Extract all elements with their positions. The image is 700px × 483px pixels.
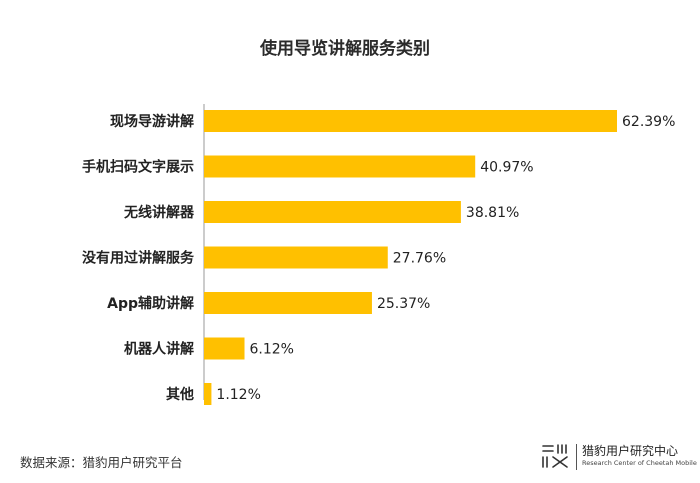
brand-subtitle: Research Center of Cheetah Mobile [582, 459, 697, 467]
bar-1 [204, 155, 476, 178]
bar-0 [204, 110, 617, 132]
bars-group: 现场导游讲解 62.39% 手机扫码文字展示 40.97% 无线讲解器 38.81% 没有用… [82, 110, 675, 405]
value-label-1: 40.97% [480, 160, 533, 176]
bar-6 [204, 383, 212, 405]
bar-2 [204, 201, 461, 223]
brand-logo: 猎豹用户研究中心 Research Center of Cheetah Mobi… [540, 440, 697, 474]
value-label-6: 1.12% [216, 387, 260, 403]
category-label-6: 其他 [166, 386, 194, 403]
value-label-2: 38.81% [466, 205, 519, 221]
category-label-3: 没有用过讲解服务 [82, 250, 195, 267]
category-label-2: 无线讲解器 [123, 204, 195, 221]
chart-title: 使用导览讲解服务类别 [259, 38, 430, 59]
category-label-0: 现场导游讲解 [110, 113, 194, 130]
category-label-1: 手机扫码文字展示 [82, 159, 194, 176]
brand-name: 猎豹用户研究中心 [582, 444, 679, 458]
value-label-3: 27.76% [393, 251, 446, 267]
value-label-4: 25.37% [377, 296, 430, 312]
brand-divider [576, 444, 577, 470]
value-label-5: 6.12% [250, 342, 294, 358]
bar-3 [204, 246, 388, 269]
category-label-4: App辅助讲解 [107, 295, 194, 312]
category-label-5: 机器人讲解 [124, 341, 194, 358]
bar-5 [204, 337, 245, 360]
cheetah-logo-icon [542, 444, 568, 468]
bar-4 [204, 292, 372, 314]
value-label-0: 62.39% [622, 114, 675, 130]
data-source: 数据来源：猎豹用户研究平台 [20, 455, 183, 470]
